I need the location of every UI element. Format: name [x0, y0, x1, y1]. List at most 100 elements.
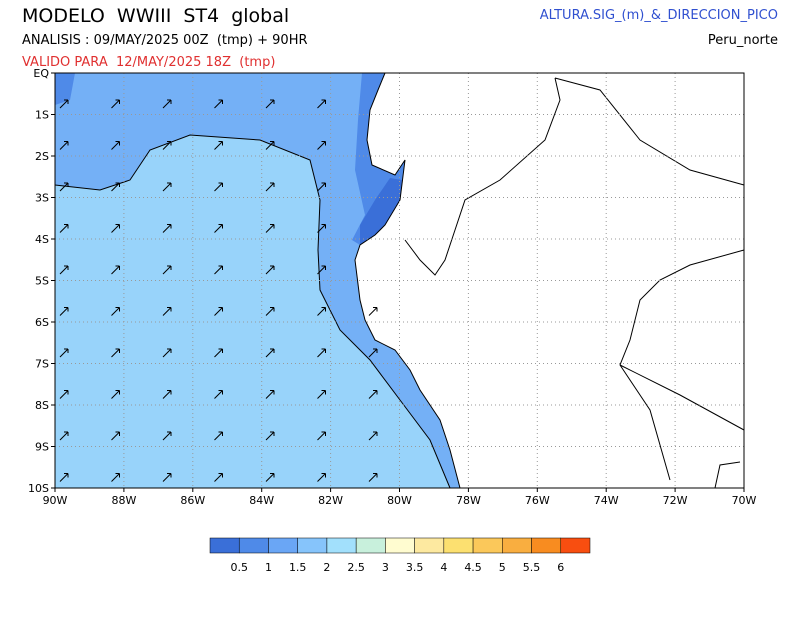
borders: [404, 77, 745, 489]
legend-label: 1: [265, 561, 272, 574]
lon-label: 86W: [180, 494, 205, 507]
arrow: [59, 473, 69, 482]
arrow: [317, 348, 326, 358]
lon-label: 90W: [43, 494, 68, 507]
arrow: [265, 473, 275, 482]
arrow: [59, 348, 69, 358]
lon-label: 84W: [249, 494, 274, 507]
legend-swatch: [502, 537, 532, 554]
arrow: [162, 390, 172, 399]
legend-label: 2: [323, 561, 330, 574]
legend-swatch: [531, 537, 562, 554]
arrow: [317, 265, 326, 275]
arrow: [162, 348, 172, 358]
arrow: [111, 141, 120, 150]
lat-label: 8S: [35, 399, 49, 412]
arrow: [59, 182, 69, 192]
arrow: [162, 265, 172, 275]
legend-label: 2.5: [347, 561, 365, 574]
lat-label: EQ: [33, 67, 49, 80]
arrow: [265, 182, 275, 192]
legend-label: 3.5: [406, 561, 424, 574]
legend-swatch: [238, 537, 269, 554]
arrow: [368, 473, 378, 482]
arrow: [162, 99, 172, 109]
arrow: [214, 224, 223, 233]
arrow: [317, 431, 326, 441]
lon-label: 80W: [387, 494, 412, 507]
map: [54, 72, 745, 489]
arrow: [265, 431, 275, 441]
legend-label: 5.5: [523, 561, 541, 574]
legend-label: 0.5: [230, 561, 248, 574]
legend-swatch: [355, 537, 386, 554]
contour: [54, 134, 451, 489]
arrow: [317, 224, 326, 233]
legend-swatch: [472, 537, 503, 554]
title: MODELO WWIII ST4 global: [22, 5, 289, 27]
legend-swatch: [268, 537, 298, 554]
arrow: [214, 182, 223, 192]
legend-label: 4: [440, 561, 447, 574]
lon-label: 78W: [456, 494, 481, 507]
arrow: [214, 265, 223, 275]
lon-label: 88W: [111, 494, 136, 507]
valid-time: VALIDO PARA 12/MAY/2025 18Z (tmp): [22, 55, 275, 70]
arrow: [317, 390, 326, 399]
arrow: [368, 431, 378, 441]
legend-swatch: [443, 537, 474, 554]
arrow: [59, 307, 69, 316]
arrow: [317, 473, 326, 482]
arrow: [59, 390, 69, 399]
region: Peru_norte: [708, 33, 778, 48]
arrow: [368, 390, 378, 399]
arrow: [317, 307, 326, 316]
arrow: [265, 348, 275, 358]
lat-label: 6S: [35, 316, 49, 329]
arrow: [162, 224, 172, 233]
arrow: [111, 224, 120, 233]
arrow: [368, 348, 378, 358]
arrow: [162, 473, 172, 482]
lon-label: 74W: [594, 494, 619, 507]
lat-label: 10S: [28, 482, 49, 495]
lat-label: 5S: [35, 275, 49, 288]
wind-arrows: [59, 99, 378, 482]
analysis: ANALISIS : 09/MAY/2025 00Z (tmp) + 90HR: [22, 33, 308, 48]
arrow: [162, 431, 172, 441]
lon-label: 82W: [318, 494, 343, 507]
lat-label: 7S: [35, 358, 49, 371]
arrow: [214, 348, 223, 358]
arrow: [265, 307, 275, 316]
arrow: [111, 182, 120, 192]
arrow: [111, 265, 120, 275]
arrow: [111, 431, 120, 441]
arrow: [368, 307, 378, 316]
legend-label: 5: [499, 561, 506, 574]
arrow: [111, 473, 120, 482]
lon-label: 72W: [663, 494, 688, 507]
arrow: [214, 141, 223, 150]
arrow: [59, 265, 69, 275]
lat-label: 9S: [35, 441, 49, 454]
coastline: [354, 72, 461, 489]
lat-label: 1S: [35, 109, 49, 122]
arrow: [265, 99, 275, 109]
arrow: [214, 99, 223, 109]
arrow: [265, 265, 275, 275]
legend-label: 1.5: [289, 561, 307, 574]
arrow: [162, 141, 172, 150]
arrow: [59, 99, 69, 109]
arrow: [111, 307, 120, 316]
legend-label: 3: [382, 561, 389, 574]
arrow: [59, 224, 69, 233]
arrow: [59, 141, 69, 150]
arrow: [214, 431, 223, 441]
lat-label: 4S: [35, 233, 49, 246]
arrow: [317, 182, 326, 192]
arrow: [265, 141, 275, 150]
arrow: [317, 99, 326, 109]
legend-swatch: [297, 537, 328, 554]
lat-label: 3S: [35, 192, 49, 205]
arrow: [111, 348, 120, 358]
